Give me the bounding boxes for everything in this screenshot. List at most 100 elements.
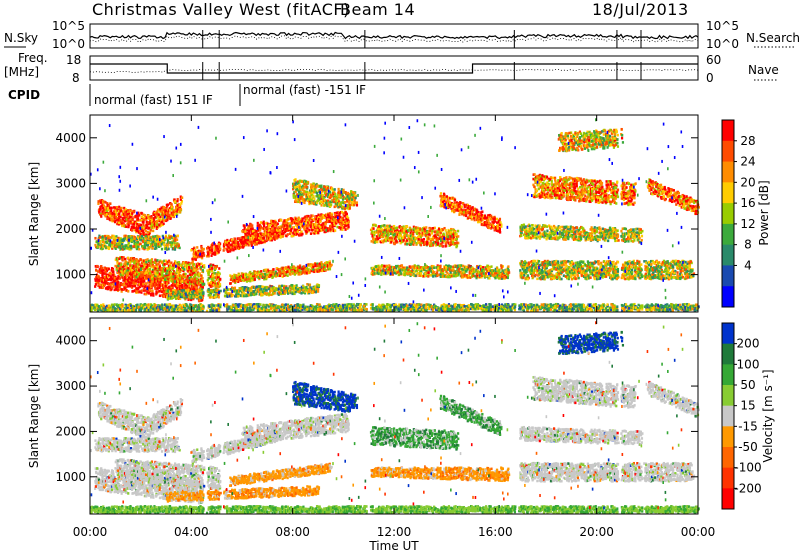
power-cell [310,232,312,235]
power-cell [218,245,220,248]
power-cell [196,246,198,249]
power-cell [224,291,226,294]
power-cell [334,229,336,232]
freq-tick-bottom: 8 [72,71,80,85]
power-cell [202,291,204,294]
power-cell [159,218,161,221]
power-cell [299,180,301,183]
power-cell [97,202,99,205]
power-cell [159,281,161,284]
power-cell [202,269,204,272]
power-cell [282,225,284,228]
power-cell [323,216,325,219]
power-cell [151,290,153,293]
power-cell [194,249,196,252]
power-cell [208,273,210,276]
power-cell [260,288,262,291]
power-cell [111,286,113,289]
power-cell [120,263,122,266]
power-cell [137,241,139,244]
power-cell [181,280,183,283]
power-cell [281,285,283,288]
power-cell [183,268,185,271]
power-cell [100,215,102,218]
power-cell [244,239,246,242]
power-cell [189,274,191,277]
power-cell [201,279,203,282]
power-cell [149,268,151,271]
power-cell [201,277,203,280]
power-cell [266,289,268,292]
power-cell [150,259,152,262]
power-cell [159,294,161,297]
power-cell [110,279,112,282]
power-cell [128,242,130,245]
power-cell [112,270,114,273]
power-cell [100,208,102,211]
power-cell [211,250,213,253]
nsky-traces [90,30,698,48]
power-cell [344,228,346,231]
power-cell [151,278,153,281]
power-cell [161,221,163,224]
power-cell [254,278,256,281]
power-cell [95,269,97,272]
power-cell [292,272,294,275]
power-cell [166,282,168,285]
power-cell [113,235,115,238]
power-cell [111,219,113,222]
nave-trace [90,69,698,72]
power-cell [102,238,104,241]
power-cell [310,199,312,202]
power-cell [296,233,298,236]
freq-units: [MHz] [4,65,39,79]
power-cell [293,226,295,229]
nsky-trace [90,33,698,39]
power-cell [164,263,166,266]
power-cell [94,244,96,247]
power-cell [138,248,140,251]
power-cell [129,222,131,225]
power-cell [137,218,139,221]
power-cell [141,289,143,292]
power-cell [145,282,147,285]
power-cell [239,288,241,291]
power-cell [110,209,112,212]
power-cell [178,261,180,264]
power-cell [179,277,181,280]
power-cell [247,227,249,230]
power-cell [229,282,231,285]
date-label: 18/Jul/2013 [592,0,689,19]
power-cell [312,266,314,269]
power-cell [133,226,135,229]
power-cell [309,284,311,287]
power-cell [156,259,158,262]
power-cell [134,265,136,268]
power-cell [291,284,293,287]
power-cell [186,296,188,299]
power-cell [96,265,98,268]
power-cell [118,221,120,224]
power-cell [170,290,172,293]
power-cell [150,293,152,296]
power-cell [263,237,265,240]
cpid-label: CPID [8,88,40,102]
power-cell [181,284,183,287]
power-cell [156,287,158,290]
power-cell [99,236,101,239]
power-cell [224,295,226,298]
power-cell [218,251,220,254]
power-cell [319,229,321,232]
power-cell [331,216,333,219]
power-cell [312,263,314,266]
power-cell [170,294,172,297]
power-cell [137,246,139,249]
power-cell [140,274,142,277]
power-cell [149,289,151,292]
power-cell [249,271,251,274]
power-cell [329,265,331,268]
power-cell [241,287,243,290]
power-cell [238,277,240,280]
power-cell [266,286,268,289]
power-cell [245,273,247,276]
